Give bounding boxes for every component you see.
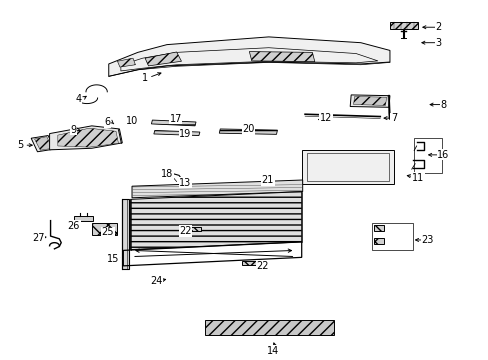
Text: 8: 8: [439, 100, 446, 109]
Text: 16: 16: [436, 150, 448, 160]
Polygon shape: [145, 52, 181, 66]
Text: 2: 2: [434, 22, 441, 32]
Polygon shape: [49, 126, 122, 150]
Bar: [374, 225, 384, 231]
Bar: [374, 238, 384, 244]
Polygon shape: [204, 320, 333, 335]
Text: 6: 6: [104, 117, 111, 127]
Polygon shape: [219, 129, 277, 134]
Text: 21: 21: [261, 175, 273, 185]
Text: 18: 18: [161, 169, 173, 179]
Polygon shape: [242, 261, 258, 265]
Text: 11: 11: [411, 173, 423, 183]
Polygon shape: [130, 192, 301, 249]
Text: 22: 22: [256, 261, 268, 271]
Polygon shape: [249, 51, 314, 62]
Polygon shape: [58, 128, 118, 147]
Text: 1: 1: [142, 72, 148, 82]
Text: 14: 14: [266, 346, 278, 356]
Text: 10: 10: [125, 116, 138, 126]
Polygon shape: [74, 216, 93, 221]
Polygon shape: [35, 137, 52, 150]
Text: 17: 17: [169, 114, 182, 124]
Text: 7: 7: [390, 113, 396, 123]
Polygon shape: [353, 96, 386, 105]
Text: 24: 24: [150, 275, 162, 285]
Polygon shape: [31, 135, 54, 152]
Polygon shape: [154, 130, 200, 135]
Text: 27: 27: [32, 233, 44, 243]
Text: 13: 13: [179, 178, 191, 188]
Text: 9: 9: [71, 125, 77, 135]
Polygon shape: [132, 180, 302, 198]
Text: 5: 5: [18, 140, 23, 150]
Polygon shape: [122, 199, 129, 269]
Text: 19: 19: [179, 129, 191, 139]
Text: 12: 12: [319, 113, 331, 123]
Text: 20: 20: [242, 124, 254, 134]
Polygon shape: [117, 58, 135, 67]
Polygon shape: [92, 222, 117, 235]
Text: 23: 23: [421, 235, 433, 245]
Text: 22: 22: [179, 226, 191, 236]
Polygon shape: [349, 95, 389, 107]
Text: 3: 3: [434, 38, 441, 48]
Text: 26: 26: [67, 221, 80, 231]
Polygon shape: [389, 22, 417, 29]
Polygon shape: [151, 120, 196, 126]
Text: 4: 4: [76, 94, 81, 104]
Polygon shape: [301, 150, 393, 184]
Text: 25: 25: [102, 227, 114, 237]
Polygon shape: [185, 227, 201, 231]
Text: 15: 15: [107, 254, 120, 264]
Polygon shape: [108, 37, 389, 76]
